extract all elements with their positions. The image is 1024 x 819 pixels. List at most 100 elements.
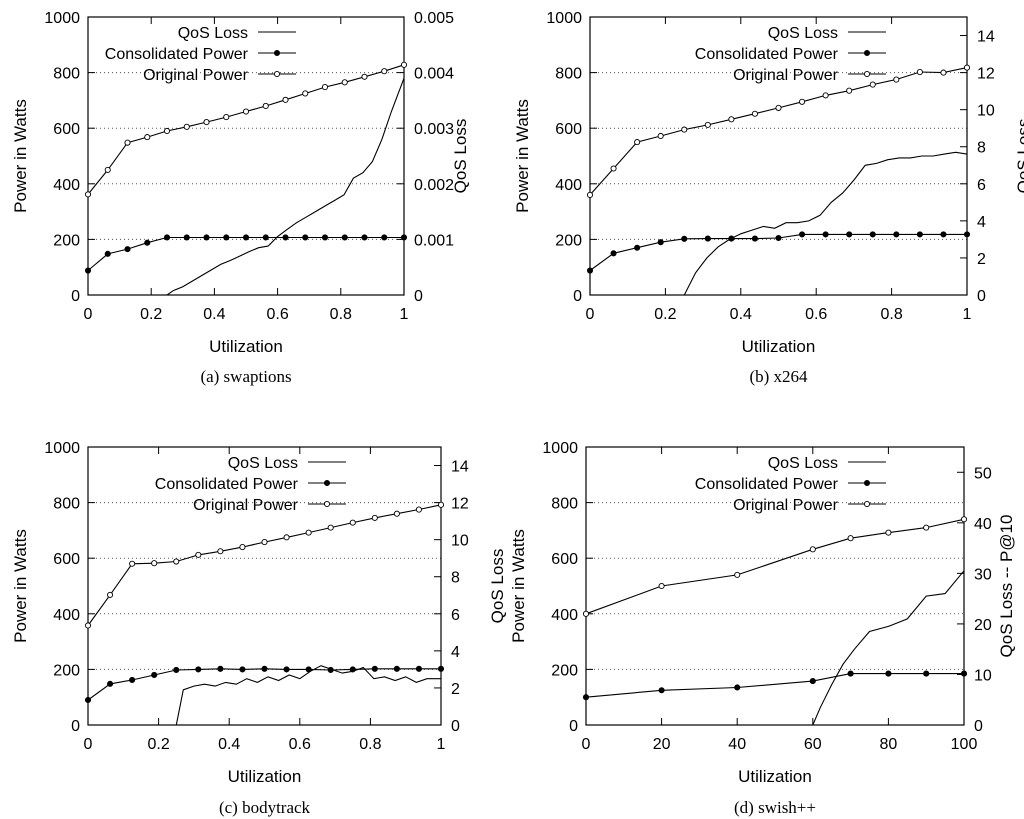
original-power-point xyxy=(869,81,876,88)
original-power-point xyxy=(809,546,816,553)
x-tick-label: 0.4 xyxy=(203,306,225,323)
y-tick-label: 800 xyxy=(53,66,80,83)
original-power-point xyxy=(728,116,735,123)
y2-tick-label: 10 xyxy=(974,667,992,684)
y2-tick-label: 30 xyxy=(974,566,992,583)
consolidated-power-point xyxy=(799,231,806,238)
y2-tick-label: 40 xyxy=(974,516,992,533)
consolidated-power-point xyxy=(283,666,290,673)
consolidated-power-point xyxy=(940,231,947,238)
legend-label: Consolidated Power xyxy=(155,476,299,493)
consolidated-power-point xyxy=(173,666,180,674)
y2-tick-label: 8 xyxy=(977,140,986,157)
y2-tick-label: 20 xyxy=(974,617,992,634)
consolidated-power-point xyxy=(704,235,711,242)
y2-tick-label: 14 xyxy=(451,459,469,476)
legend-label: QoS Loss xyxy=(228,455,298,472)
consolidated-power-point xyxy=(151,671,158,679)
original-power-point xyxy=(751,110,758,117)
y-tick-label: 1000 xyxy=(542,440,578,457)
original-power-point xyxy=(415,506,422,513)
y2-tick-label: 2 xyxy=(977,251,986,268)
consolidated-power-point xyxy=(400,234,408,241)
legend-marker xyxy=(863,479,871,487)
consolidated-power-point xyxy=(610,250,617,257)
original-power-point xyxy=(799,98,806,105)
original-power-point xyxy=(775,104,782,111)
original-power-point xyxy=(239,544,246,551)
x-tick-label: 0.4 xyxy=(218,736,240,753)
consolidated-power-point xyxy=(751,235,758,242)
y-tick-label: 800 xyxy=(555,66,582,83)
original-power-point xyxy=(657,132,664,140)
y2-tick-label: 8 xyxy=(451,570,460,587)
original-power-point xyxy=(283,534,290,541)
y-tick-label: 400 xyxy=(53,607,80,624)
y-axis-label: Power in Watts xyxy=(11,99,30,213)
original-power-point xyxy=(217,548,224,555)
consolidated-power-point xyxy=(728,235,735,242)
original-power-point xyxy=(400,61,408,68)
original-power-point xyxy=(242,108,250,115)
legend-label: QoS Loss xyxy=(768,455,838,472)
y2-tick-label: 4 xyxy=(977,214,986,231)
original-power-point xyxy=(704,121,711,128)
original-power-point xyxy=(734,571,741,578)
consolidated-power-point xyxy=(223,234,230,241)
consolidated-power-point xyxy=(681,235,688,242)
x-tick-label: 60 xyxy=(804,736,822,753)
original-power-point xyxy=(610,165,617,172)
y2-tick-label: 2 xyxy=(451,681,460,698)
legend-marker xyxy=(323,479,331,487)
x-tick-label: 1 xyxy=(437,736,446,753)
consolidated-power-point xyxy=(129,676,136,684)
series-line-1 xyxy=(812,570,965,726)
y-tick-label: 600 xyxy=(551,551,578,568)
original-power-point xyxy=(261,539,268,546)
y2-tick-label: 10 xyxy=(977,103,995,120)
y2-tick-label: 6 xyxy=(977,177,986,194)
original-power-point xyxy=(84,191,92,198)
consolidated-power-point xyxy=(262,234,269,241)
y-tick-label: 200 xyxy=(53,662,80,679)
x-tick-label: 0.2 xyxy=(654,306,676,323)
consolidated-power-point xyxy=(239,666,246,673)
y2-tick-label: 0.005 xyxy=(414,10,454,27)
original-power-point xyxy=(163,127,171,135)
consolidated-power-point xyxy=(183,234,190,241)
y-tick-label: 1000 xyxy=(44,440,80,457)
y2-axis-label: QoS Loss xyxy=(451,119,470,194)
consolidated-power-point xyxy=(582,694,590,701)
legend-label: QoS Loss xyxy=(768,25,838,42)
consolidated-power-point xyxy=(923,670,930,677)
y-tick-label: 0 xyxy=(71,718,80,735)
series-line-3 xyxy=(585,518,965,615)
original-power-point xyxy=(129,560,136,567)
chart-caption: (b) x264 xyxy=(749,367,808,386)
y-tick-label: 600 xyxy=(53,551,80,568)
x-tick-label: 40 xyxy=(728,736,746,753)
y-tick-label: 1000 xyxy=(546,10,582,27)
series-line-2 xyxy=(87,668,441,701)
original-power-point xyxy=(681,126,688,133)
original-power-point xyxy=(940,69,947,76)
y-axis-label: Power in Watts xyxy=(509,529,528,643)
plot-frame xyxy=(589,16,968,296)
consolidated-power-point xyxy=(658,687,665,694)
y2-tick-label: 12 xyxy=(451,496,469,513)
original-power-point xyxy=(124,139,131,146)
x-axis-label: Utilization xyxy=(228,767,302,786)
original-power-point xyxy=(151,560,158,567)
chart-caption: (a) swaptions xyxy=(200,367,291,386)
y2-tick-label: 6 xyxy=(451,607,460,624)
chart-caption: (c) bodytrack xyxy=(219,798,311,817)
y-tick-label: 400 xyxy=(551,607,578,624)
consolidated-power-point xyxy=(302,234,309,241)
legend-label: QoS Loss xyxy=(178,25,248,42)
original-power-point xyxy=(634,139,641,146)
original-power-point xyxy=(371,514,378,521)
x-tick-label: 0.8 xyxy=(880,306,902,323)
consolidated-power-point xyxy=(846,231,853,238)
consolidated-power-point xyxy=(341,234,348,241)
original-power-point xyxy=(302,90,309,97)
